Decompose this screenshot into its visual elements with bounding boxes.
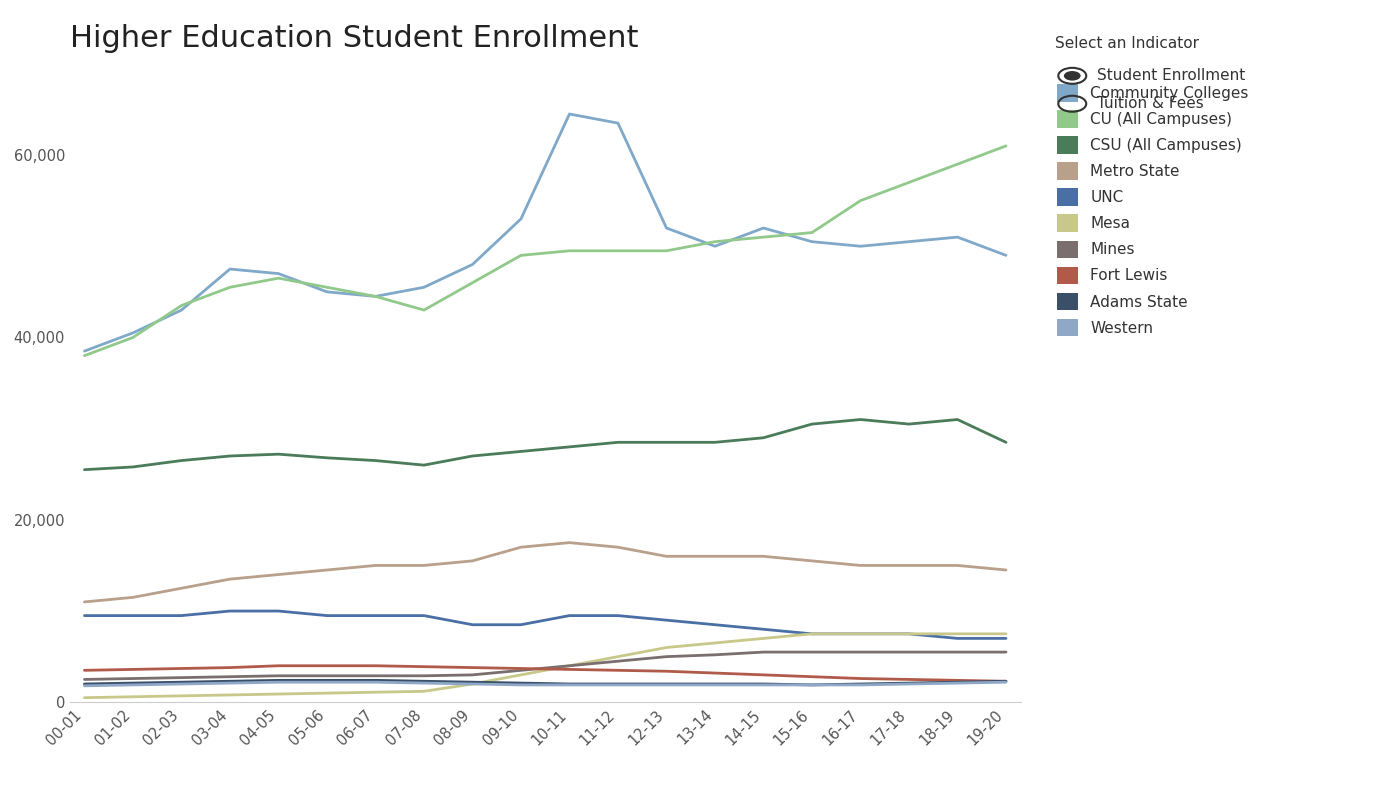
Text: Student Enrollment: Student Enrollment (1097, 69, 1246, 83)
Text: Tuition & Fees: Tuition & Fees (1097, 97, 1204, 111)
Legend: Community Colleges, CU (All Campuses), CSU (All Campuses), Metro State, UNC, Mes: Community Colleges, CU (All Campuses), C… (1057, 85, 1248, 336)
Text: Higher Education Student Enrollment: Higher Education Student Enrollment (70, 24, 639, 53)
Text: Select an Indicator: Select an Indicator (1055, 36, 1199, 51)
